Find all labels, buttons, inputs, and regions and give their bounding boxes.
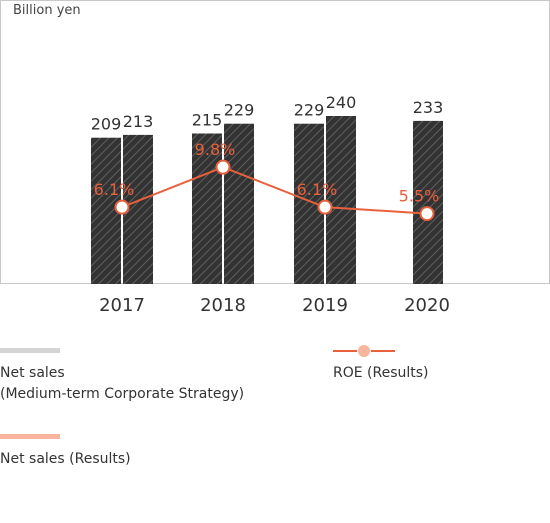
legend-swatch-results (0, 434, 60, 439)
legend-swatch-plan (0, 348, 60, 353)
x-tick-2018: 2018 (200, 295, 246, 316)
bar-label-plan-2017: 209 (91, 115, 122, 134)
bar-label-plan-2018: 215 (192, 111, 223, 130)
bar-results-2018 (224, 123, 254, 284)
roe-label-2017: 6.1% (94, 180, 135, 199)
roe-label-2020: 5.5% (399, 187, 440, 206)
legend-label-results: Net sales (Results) (0, 451, 131, 467)
x-tick-2017: 2017 (99, 295, 145, 316)
bar-label-results-2017: 213 (123, 112, 154, 131)
roe-point-2017 (114, 199, 130, 215)
roe-point-2019 (317, 199, 333, 215)
legend-swatch-roe (333, 344, 395, 358)
bar-results-2019 (326, 116, 356, 284)
roe-label-2019: 6.1% (297, 180, 338, 199)
roe-point-2020 (419, 206, 435, 222)
bar-label-results-2020: 233 (413, 98, 444, 117)
bar-results-2020 (413, 120, 443, 285)
plot-frame (0, 0, 550, 284)
bar-plan-2018 (192, 133, 222, 284)
bar-label-plan-2019: 229 (294, 101, 325, 120)
x-tick-2020: 2020 (404, 295, 450, 316)
roe-series-line (121, 166, 428, 215)
legend-label-roe: ROE (Results) (333, 365, 429, 381)
legend-label-plan: Net sales (Medium-term Corporate Strateg… (0, 363, 244, 405)
roe-label-2018: 9.8% (195, 140, 236, 159)
roe-point-2018 (215, 159, 231, 175)
legend-label-plan-line2: (Medium-term Corporate Strategy) (0, 386, 245, 402)
x-tick-2019: 2019 (302, 295, 348, 316)
bar-label-results-2018: 229 (224, 101, 255, 120)
bar-label-results-2019: 240 (326, 93, 357, 112)
legend-label-plan-line1: Net sales (0, 365, 65, 381)
unit-label: Billion yen (13, 3, 81, 18)
